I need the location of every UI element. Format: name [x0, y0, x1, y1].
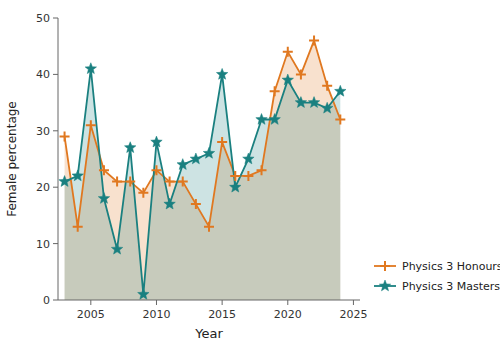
marker — [270, 86, 280, 96]
marker — [230, 181, 241, 192]
marker — [190, 153, 201, 164]
marker — [335, 115, 345, 125]
marker — [309, 36, 319, 46]
x-tick-label: 2005 — [77, 308, 105, 321]
y-tick — [53, 243, 58, 244]
marker — [308, 97, 319, 108]
marker — [60, 131, 70, 141]
x-tick — [156, 300, 157, 305]
y-axis-line — [58, 18, 59, 300]
marker — [125, 177, 135, 187]
marker — [204, 222, 214, 232]
marker — [230, 171, 240, 181]
marker — [282, 74, 293, 85]
legend-label: Physics 3 Masters — [402, 280, 500, 293]
marker — [203, 147, 214, 158]
y-tick — [53, 130, 58, 131]
marker — [111, 243, 122, 254]
axes: 2005 2010 2015 2020 2025 0 10 20 30 40 50 — [36, 12, 367, 321]
y-tick-label: 40 — [36, 68, 50, 81]
marker — [243, 153, 254, 164]
y-tick — [53, 187, 58, 188]
x-tick-label: 2020 — [274, 308, 302, 321]
marker — [335, 85, 346, 96]
legend-marker — [380, 261, 390, 271]
marker — [283, 47, 293, 57]
x-tick — [353, 300, 354, 305]
y-tick-label: 30 — [36, 125, 50, 138]
marker — [138, 188, 148, 198]
x-tick — [222, 300, 223, 305]
y-tick-label: 10 — [36, 238, 50, 251]
marker — [322, 81, 332, 91]
x-axis-label: Year — [194, 326, 223, 341]
line — [65, 69, 341, 295]
marker — [256, 114, 267, 125]
marker — [191, 199, 201, 209]
x-tick-label: 2010 — [142, 308, 170, 321]
x-tick-label: 2015 — [208, 308, 236, 321]
marker — [86, 120, 96, 130]
x-axis-line — [58, 300, 360, 301]
y-tick-label: 0 — [43, 294, 50, 307]
y-tick — [53, 18, 58, 19]
marker — [243, 171, 253, 181]
legend-label: Physics 3 Honours — [402, 260, 500, 273]
y-tick-label: 20 — [36, 181, 50, 194]
marker — [112, 177, 122, 187]
marker — [138, 288, 149, 299]
y-tick — [53, 74, 58, 75]
marker — [269, 114, 280, 125]
x-tick-label: 2025 — [339, 308, 367, 321]
marker — [72, 170, 83, 181]
marker — [295, 97, 306, 108]
plot-area — [59, 36, 346, 300]
line — [65, 41, 341, 227]
legend: Physics 3 Honours Physics 3 Masters — [374, 260, 500, 293]
chart: 2005 2010 2015 2020 2025 0 10 20 30 40 50 Year Femal… — [0, 0, 500, 348]
marker — [165, 177, 175, 187]
marker — [73, 222, 83, 232]
marker — [296, 69, 306, 79]
marker — [178, 177, 188, 187]
marker — [98, 192, 109, 203]
x-tick — [90, 300, 91, 305]
legend-marker — [379, 280, 390, 291]
marker — [177, 159, 188, 170]
marker — [99, 165, 109, 175]
y-tick-label: 50 — [36, 12, 50, 25]
area — [65, 41, 341, 300]
x-tick — [287, 300, 288, 305]
marker — [217, 137, 227, 147]
marker — [321, 102, 332, 113]
area — [65, 69, 341, 300]
marker — [164, 198, 175, 209]
y-tick — [53, 300, 58, 301]
y-axis-label: Female percentage — [5, 101, 19, 217]
marker — [257, 165, 267, 175]
marker — [125, 142, 136, 153]
marker — [151, 136, 162, 147]
marker — [216, 68, 227, 79]
marker — [85, 63, 96, 74]
marker — [59, 176, 70, 187]
marker — [151, 165, 161, 175]
